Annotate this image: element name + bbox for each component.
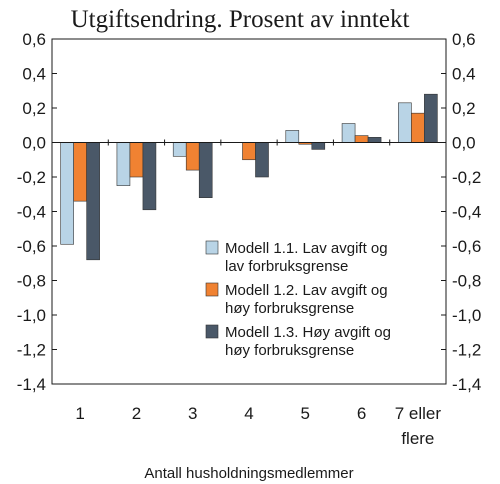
y-tick-label-right: 0,6 xyxy=(452,30,476,49)
y-tick-label-left: -1,2 xyxy=(17,341,46,360)
y-tick-label-left: 0,2 xyxy=(22,99,46,118)
x-tick-label-line: 3 xyxy=(188,404,197,423)
bar xyxy=(116,142,131,186)
plot-frame xyxy=(51,38,447,385)
bar xyxy=(311,142,326,150)
bar xyxy=(172,142,187,157)
bar xyxy=(60,142,74,245)
bar xyxy=(185,142,200,171)
bar xyxy=(198,142,213,199)
y-tick-label-right: -0,6 xyxy=(452,237,481,256)
y-tick-label-left: -1,0 xyxy=(17,306,46,325)
legend-swatch xyxy=(205,282,219,297)
y-tick-label-right: -0,2 xyxy=(452,168,481,187)
legend-label: Modell 1.1. Lav avgift og lav forbruksgre… xyxy=(225,240,388,275)
x-axis-label: Antall husholdningsmedlemmer xyxy=(144,465,353,482)
x-tick-label-line: 4 xyxy=(244,404,253,423)
legend-swatch xyxy=(205,324,219,339)
y-tick-label-right: 0,0 xyxy=(452,134,476,153)
y-tick-label-left: 0,4 xyxy=(22,65,46,84)
x-tick-label: 2 xyxy=(132,404,141,423)
legend-label: Modell 1.3. Høy avgift og høy forbruksgre… xyxy=(225,324,391,359)
bar xyxy=(411,112,425,143)
bar xyxy=(142,142,157,211)
y-tick-label-right: -1,4 xyxy=(452,375,481,394)
legend-label: Modell 1.2. Lav avgift og høy forbruksgre… xyxy=(225,282,388,317)
y-tick-label-left: 0,0 xyxy=(22,134,46,153)
x-tick-label: 6 xyxy=(357,404,366,423)
bars xyxy=(60,93,438,261)
y-tick-label-right: 0,4 xyxy=(452,65,476,84)
bar xyxy=(255,142,269,178)
y-tick-label-right: -0,4 xyxy=(452,203,481,222)
bar xyxy=(86,142,100,261)
legend-label-line: høy forbruksgrense xyxy=(225,342,354,359)
x-tick-label-line: 2 xyxy=(132,404,141,423)
bar xyxy=(285,130,300,143)
legend: Modell 1.1. Lav avgift og lav forbruksgre… xyxy=(205,240,391,359)
legend-label-line: høy forbruksgrense xyxy=(225,300,354,317)
y-tick-label-left: -0,6 xyxy=(17,237,46,256)
x-tick-label-line: 5 xyxy=(301,404,310,423)
bar xyxy=(354,135,369,143)
bar xyxy=(341,123,356,143)
y-tick-label-left: -0,8 xyxy=(17,272,46,291)
legend-label-line: lav forbruksgrense xyxy=(225,258,348,275)
y-tick-label-left: 0,6 xyxy=(22,30,46,49)
x-tick-label: 3 xyxy=(188,404,197,423)
y-axis-left: 0,6 0,4 0,2 0,0 -0,2 -0,4 -0,6 -0,8 -1,0 -1,2 -1,4 xyxy=(17,30,57,394)
chart-title: Utgiftsendring. Prosent av inntekt xyxy=(71,6,410,33)
bar xyxy=(242,142,256,161)
y-tick-label-left: -0,2 xyxy=(17,168,46,187)
x-tick-label-line: 6 xyxy=(357,404,366,423)
y-tick-label-right: -1,0 xyxy=(452,306,481,325)
x-tick-label-line: 7 eller xyxy=(395,404,442,423)
x-tick-label: 1 xyxy=(75,404,84,423)
bar xyxy=(73,142,87,202)
y-tick-label-left: -1,4 xyxy=(17,375,46,394)
legend-label-line: Modell 1.1. Lav avgift og xyxy=(225,240,388,257)
x-tick-label-line: flere xyxy=(401,429,434,448)
x-tick-label-line: 1 xyxy=(75,404,84,423)
legend-label-line: Modell 1.2. Lav avgift og xyxy=(225,282,388,299)
x-axis: 1 2 3 4 5 6 7 eller flere xyxy=(75,139,442,448)
y-axis-right: 0,6 0,4 0,2 0,0 -0,2 -0,4 -0,6 -0,8 -1,0 -1,2 -1,4 xyxy=(441,30,481,394)
bar xyxy=(367,137,382,143)
bar xyxy=(398,102,412,143)
legend-label-line: Modell 1.3. Høy avgift og xyxy=(225,324,391,341)
y-tick-label-right: -0,8 xyxy=(452,272,481,291)
y-tick-label-left: -0,4 xyxy=(17,203,46,222)
bar xyxy=(129,142,144,178)
bar xyxy=(424,93,438,143)
y-tick-label-right: 0,2 xyxy=(452,99,476,118)
y-tick-label-right: -1,2 xyxy=(452,341,481,360)
x-tick-label: 7 eller flere xyxy=(395,404,442,448)
x-tick-label: 5 xyxy=(301,404,310,423)
x-tick-label: 4 xyxy=(244,404,253,423)
legend-swatch xyxy=(205,240,219,255)
